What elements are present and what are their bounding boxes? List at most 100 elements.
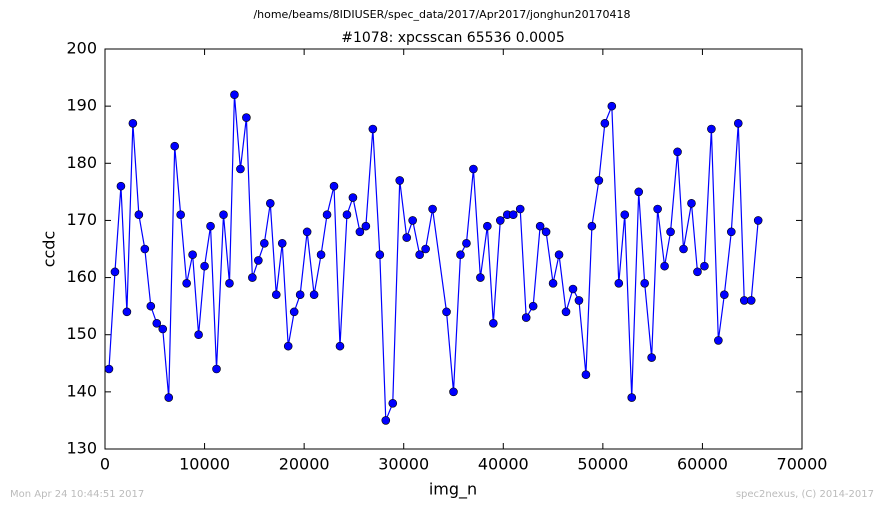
data-point [727, 227, 736, 237]
data-point [316, 250, 326, 260]
data-point [361, 221, 371, 231]
data-point [483, 221, 492, 231]
data-point [225, 278, 234, 288]
x-tick-label: 50000 [577, 455, 628, 474]
y-tick-label: 180 [66, 153, 97, 172]
data-point [329, 181, 339, 191]
data-point [614, 278, 624, 288]
data-point [104, 364, 114, 374]
chart-title: #1078: xpcsscan 65536 0.0005 [341, 30, 565, 46]
data-point [541, 227, 551, 237]
data-point [194, 330, 203, 340]
data-point [122, 307, 132, 317]
data-point [335, 341, 345, 351]
data-point [673, 147, 682, 157]
y-tick-label: 160 [66, 267, 97, 286]
data-point [134, 210, 144, 220]
x-tick-label: 20000 [279, 455, 330, 474]
data-point [322, 210, 332, 220]
data-point [640, 278, 649, 288]
data-point [355, 227, 365, 237]
footer-date: Mon Apr 24 10:44:51 2017 [10, 489, 144, 500]
data-point [746, 296, 756, 305]
data-point [381, 416, 391, 425]
data-point [265, 198, 275, 208]
data-point [469, 164, 478, 174]
data-point [620, 210, 630, 220]
data-point [660, 261, 669, 271]
data-point [554, 250, 564, 260]
data-point [176, 210, 185, 220]
data-point [152, 318, 162, 328]
data-point [200, 261, 209, 271]
data-point [295, 290, 305, 300]
y-tick-label: 130 [66, 439, 97, 458]
data-point [528, 301, 538, 311]
data-point [164, 393, 174, 402]
data-point [248, 273, 257, 282]
data-point [548, 278, 558, 288]
data-point [158, 324, 168, 334]
data-point [428, 204, 437, 214]
data-point [587, 221, 597, 231]
data-point [170, 141, 179, 151]
data-point [679, 244, 688, 254]
data-point [515, 204, 525, 214]
data-point [395, 176, 405, 185]
data-point [188, 250, 197, 260]
data-point [368, 124, 378, 134]
data-point [230, 90, 239, 100]
suptitle: /home/beams/8IDIUSER/spec_data/2017/Apr2… [253, 8, 630, 21]
x-tick-label: 70000 [777, 455, 828, 474]
x-axis-label: img_n [429, 480, 477, 500]
data-point [561, 307, 571, 317]
data-line [108, 94, 759, 421]
data-point [182, 278, 191, 288]
data-point [402, 233, 412, 242]
data-point [212, 364, 221, 374]
data-point [128, 118, 138, 128]
data-point [260, 238, 269, 248]
data-point [421, 244, 430, 254]
data-point [508, 210, 518, 220]
data-point [242, 113, 251, 122]
data-point [309, 290, 319, 300]
data-point [206, 221, 215, 231]
data-point [720, 290, 729, 300]
data-point [342, 210, 352, 220]
y-tick-label: 200 [66, 39, 97, 58]
data-point [600, 118, 610, 128]
y-axis-label: ccdc [40, 231, 59, 268]
data-point [753, 216, 763, 225]
y-tick-label: 140 [66, 381, 97, 400]
data-point [289, 307, 299, 317]
x-tick-label: 0 [100, 455, 110, 474]
data-point [254, 256, 263, 265]
data-point [574, 296, 584, 305]
data-point [408, 216, 417, 225]
data-point [647, 353, 656, 362]
data-point [714, 336, 723, 345]
data-point [700, 261, 709, 271]
data-point [627, 393, 637, 402]
y-tick-label: 170 [66, 210, 97, 229]
footer-credit: spec2nexus, (C) 2014-2017 [736, 489, 874, 500]
data-point [348, 193, 358, 202]
data-point [462, 238, 471, 248]
data-point [707, 124, 716, 134]
data-point [140, 244, 150, 254]
data-point [653, 204, 662, 214]
data-point [733, 118, 743, 128]
data-point [283, 341, 293, 351]
data-point [375, 250, 385, 260]
data-point [271, 290, 281, 300]
data-point [110, 267, 120, 277]
x-tick-label: 60000 [677, 455, 728, 474]
data-point [495, 216, 505, 225]
data-point [388, 398, 398, 408]
data-point [456, 250, 465, 260]
data-point [581, 370, 591, 380]
plot-frame [104, 48, 803, 450]
data-point [634, 187, 644, 197]
